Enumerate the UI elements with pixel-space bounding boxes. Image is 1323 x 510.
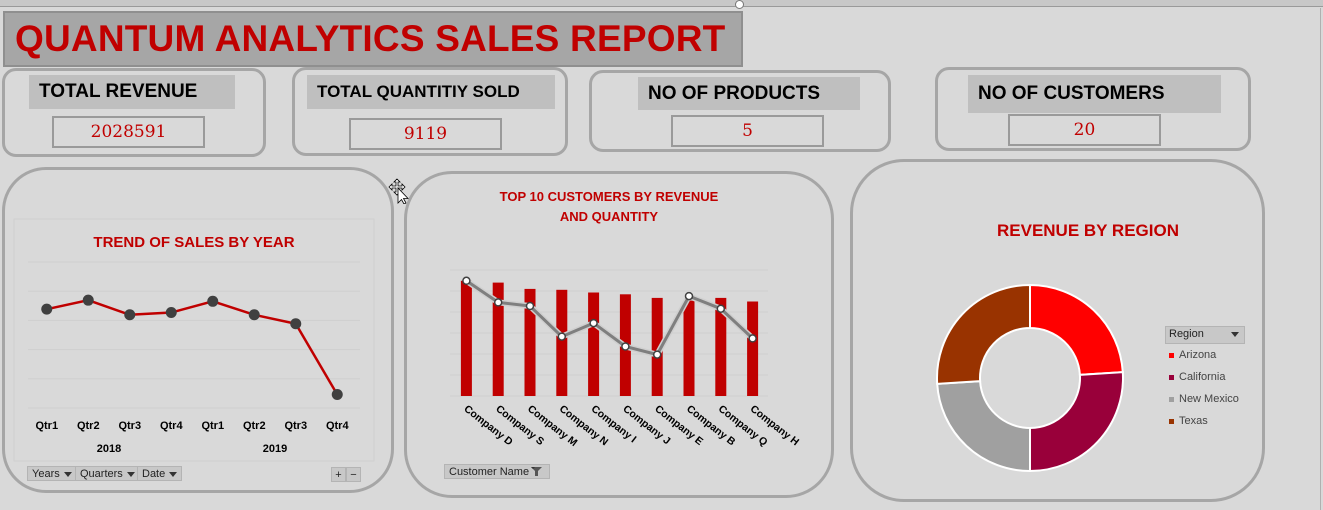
customer-revenue-bar [747, 301, 759, 396]
customer-quantity-point [525, 301, 535, 311]
trend-x-tick-label: Qtr3 [118, 420, 141, 432]
customer-revenue-bar [683, 300, 695, 396]
trend-point [82, 294, 94, 306]
filter-icon [531, 467, 542, 476]
report-title-box: QUANTUM ANALYTICS SALES REPORT [3, 11, 743, 67]
region-legend-item: Texas [1165, 410, 1245, 432]
top-customers-panel [404, 171, 834, 498]
trend-x-tick-label: Qtr4 [326, 420, 350, 432]
trend-point [207, 295, 219, 307]
region-legend-header[interactable]: Region [1165, 326, 1245, 344]
customer-revenue-bar [524, 288, 536, 396]
customer-revenue-bar [588, 292, 600, 396]
trend-point [248, 309, 260, 321]
chevron-down-icon [169, 471, 178, 477]
region-slice [1029, 371, 1124, 473]
kpi-value-total-revenue: 2028591 [52, 116, 205, 148]
customer-quantity-point [493, 298, 503, 307]
top-customers-chart-title: TOP 10 CUSTOMERS BY REVENUE AND QUANTITY [404, 187, 814, 227]
customer-quantity-point [462, 276, 471, 286]
customer-revenue-bar [715, 297, 727, 396]
date-filter-button[interactable]: Date [137, 466, 183, 481]
legend-label: Arizona [1179, 349, 1217, 361]
region-legend-item: New Mexico [1165, 388, 1245, 410]
trend-x-tick-label: Qtr2 [77, 420, 100, 432]
customer-revenue-bar [651, 297, 663, 396]
customer-quantity-point [589, 318, 598, 328]
kpi-value-customers: 20 [1008, 114, 1161, 146]
customer-quantity-point [652, 350, 662, 359]
kpi-card-total-quantity: TOTAL QUANTITIY SOLD 9119 [292, 67, 568, 156]
trend-x-tick-label: Qtr1 [201, 420, 224, 432]
kpi-label-customers: NO OF CUSTOMERS [968, 75, 1221, 113]
resize-handle[interactable] [735, 0, 744, 9]
kpi-value-products: 5 [671, 115, 824, 147]
legend-label: California [1179, 371, 1226, 383]
move-cursor-icon [388, 178, 409, 204]
kpi-label-total-quantity: TOTAL QUANTITIY SOLD [307, 75, 555, 109]
trend-plot-frame [13, 218, 375, 462]
region-legend: Region Arizona California New Mexico Texas [1165, 326, 1245, 432]
chevron-down-icon [63, 471, 72, 477]
region-legend-item: California [1165, 366, 1245, 388]
legend-swatch [1169, 374, 1174, 380]
quarters-filter-button[interactable]: Quarters [75, 466, 140, 481]
region-slice [936, 283, 1031, 385]
customer-quantity-point [748, 334, 757, 343]
customer-quantity-point [621, 342, 630, 351]
trend-x-tick-label: Qtr2 [243, 420, 266, 432]
trend-point [124, 309, 136, 321]
collapse-button[interactable]: − [346, 467, 361, 482]
customer-name-filter-button[interactable]: Customer Name [444, 464, 550, 479]
trend-point [331, 389, 343, 401]
legend-swatch [1169, 352, 1174, 358]
region-slice [936, 380, 1031, 473]
kpi-card-total-revenue: TOTAL REVENUE 2028591 [2, 68, 266, 157]
legend-label: New Mexico [1179, 393, 1239, 405]
chevron-down-icon [126, 471, 135, 477]
region-legend-item: Arizona [1165, 344, 1245, 366]
trend-year-label: 2019 [263, 443, 287, 455]
customer-revenue-bar [460, 280, 472, 396]
trend-x-tick-label: Qtr1 [35, 420, 58, 432]
legend-swatch [1169, 418, 1174, 424]
region-slice [1029, 283, 1124, 376]
kpi-card-products: NO OF PRODUCTS 5 [589, 70, 891, 152]
customer-quantity-point [716, 304, 726, 313]
kpi-label-total-revenue: TOTAL REVENUE [29, 75, 235, 109]
customer-quantity-line [465, 279, 754, 357]
trend-point [41, 303, 53, 315]
kpi-value-total-quantity: 9119 [349, 118, 502, 150]
customer-revenue-bar [492, 282, 504, 396]
customer-quantity-point [557, 332, 567, 341]
trend-series-line [46, 298, 339, 396]
trend-x-tick-label: Qtr4 [160, 420, 184, 432]
customer-revenue-bar [556, 289, 568, 396]
kpi-label-products: NO OF PRODUCTS [638, 77, 860, 110]
expand-button[interactable]: + [331, 467, 346, 482]
sheet-right-border [1320, 8, 1321, 510]
trend-point [290, 318, 302, 330]
chevron-down-icon [1231, 332, 1239, 337]
top-customers-title-line-1: TOP 10 CUSTOMERS BY REVENUE [499, 189, 719, 204]
region-chart-title: REVENUE BY REGION [996, 221, 1179, 240]
sheet-top-edge [0, 0, 1323, 7]
trend-chart-title: TREND OF SALES BY YEAR [93, 234, 295, 251]
trend-x-tick-label: Qtr3 [284, 420, 307, 432]
kpi-card-customers: NO OF CUSTOMERS 20 [935, 67, 1251, 151]
report-title: QUANTUM ANALYTICS SALES REPORT [15, 18, 726, 59]
legend-label: Texas [1179, 415, 1208, 427]
trend-point [165, 307, 177, 319]
years-filter-button[interactable]: Years [27, 466, 77, 481]
top-customers-title-line-2: AND QUANTITY [559, 209, 659, 224]
trend-panel [2, 167, 394, 493]
customer-quantity-point [684, 291, 694, 301]
legend-swatch [1169, 396, 1174, 402]
trend-year-label: 2018 [97, 443, 121, 455]
